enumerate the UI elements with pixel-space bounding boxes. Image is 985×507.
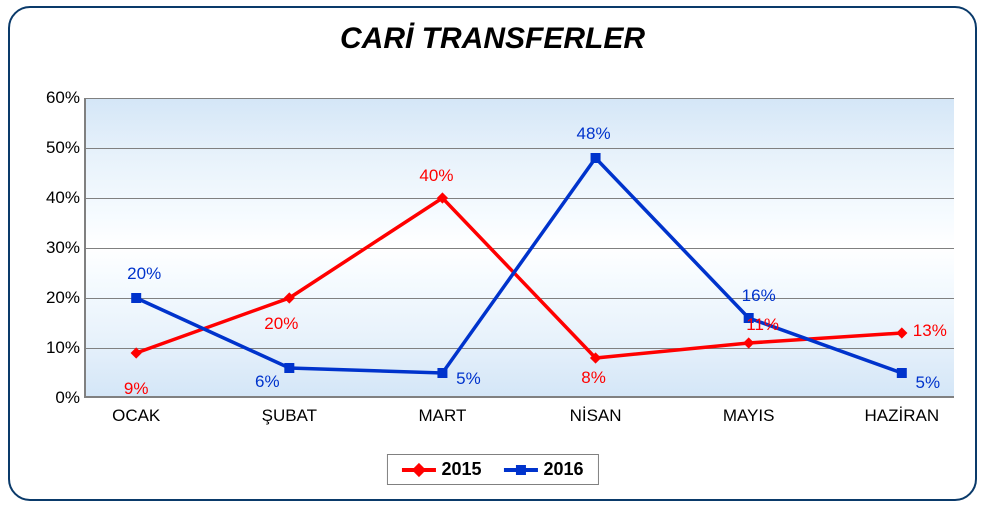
series-marker-2016 bbox=[591, 153, 601, 163]
series-marker-2016 bbox=[897, 368, 907, 378]
y-tick-label: 50% bbox=[36, 138, 80, 158]
legend-swatch bbox=[401, 463, 435, 477]
x-tick-label: MART bbox=[419, 406, 467, 426]
data-label-2016: 5% bbox=[456, 369, 481, 389]
data-label-2015: 40% bbox=[419, 166, 453, 186]
data-label-2016: 48% bbox=[577, 124, 611, 144]
y-tick-label: 0% bbox=[36, 388, 80, 408]
chart-svg bbox=[84, 98, 954, 398]
legend-item-2015: 2015 bbox=[401, 459, 481, 480]
legend-swatch bbox=[504, 463, 538, 477]
data-label-2015: 20% bbox=[264, 314, 298, 334]
y-tick-label: 60% bbox=[36, 88, 80, 108]
x-tick-label: ŞUBAT bbox=[262, 406, 317, 426]
series-marker-2015 bbox=[896, 327, 907, 338]
data-label-2016: 20% bbox=[127, 264, 161, 284]
y-tick-label: 20% bbox=[36, 288, 80, 308]
data-label-2015: 11% bbox=[746, 315, 779, 335]
data-label-2016: 6% bbox=[255, 372, 280, 392]
series-marker-2015 bbox=[743, 337, 754, 348]
chart-frame: CARİ TRANSFERLER 0% 10% 20% 30% 40% 50% 60% OC… bbox=[8, 6, 977, 501]
series-marker-2016 bbox=[131, 293, 141, 303]
data-label-2015: 8% bbox=[581, 368, 606, 388]
series-marker-2016 bbox=[284, 363, 294, 373]
series-line-2015 bbox=[136, 198, 902, 358]
legend-item-2016: 2016 bbox=[504, 459, 584, 480]
data-label-2015: 9% bbox=[124, 379, 149, 399]
data-label-2016: 16% bbox=[742, 286, 776, 306]
x-tick-label: HAZİRAN bbox=[864, 406, 939, 426]
x-tick-label: MAYIS bbox=[723, 406, 775, 426]
x-tick-label: OCAK bbox=[112, 406, 160, 426]
y-tick-label: 30% bbox=[36, 238, 80, 258]
legend-label: 2016 bbox=[544, 459, 584, 480]
chart-title: CARİ TRANSFERLER bbox=[10, 22, 975, 56]
y-tick-label: 10% bbox=[36, 338, 80, 358]
y-tick-label: 40% bbox=[36, 188, 80, 208]
legend-label: 2015 bbox=[441, 459, 481, 480]
data-label-2015: 13% bbox=[913, 321, 947, 341]
legend: 2015 2016 bbox=[386, 454, 598, 485]
x-tick-label: NİSAN bbox=[570, 406, 622, 426]
series-marker-2015 bbox=[131, 347, 142, 358]
series-marker-2016 bbox=[437, 368, 447, 378]
data-label-2016: 5% bbox=[916, 373, 941, 393]
